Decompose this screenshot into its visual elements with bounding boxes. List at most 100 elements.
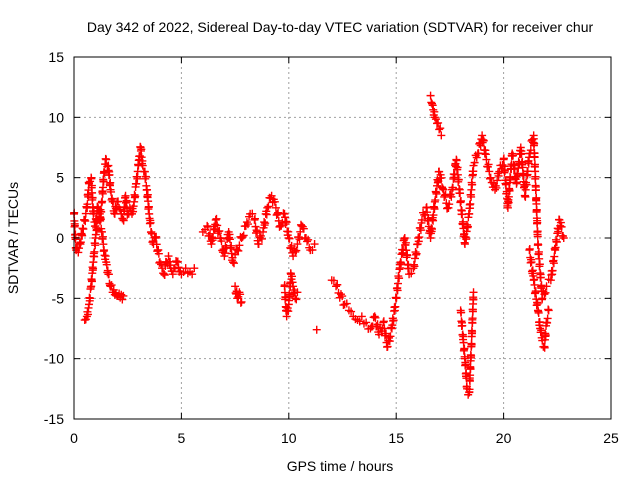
data-point-interp [281,213,290,222]
data-point [181,264,190,273]
data-point-interp [465,385,474,394]
data-point-interp [104,270,113,279]
data-point [559,234,568,242]
data-point [332,282,341,291]
data-point-interp [395,274,404,283]
data-point-interp [292,295,301,304]
data-point-interp [533,232,542,241]
data-point-interp [522,180,531,189]
data-point [207,240,216,249]
data-point [263,203,272,212]
data-point-interp [401,238,410,247]
data-point-interp [470,158,479,167]
data-point-interp [262,210,271,219]
y-tick-label: 10 [48,109,64,125]
data-point [119,291,128,300]
data-point-interp [397,259,406,268]
data-point [435,125,444,134]
data-point-interp [236,290,245,299]
data-point-interp [517,149,526,158]
data-point [211,215,220,224]
data-point-interp [531,185,540,194]
data-point-interp [467,340,476,349]
data-point-interp [430,205,439,214]
data-point-interp [75,244,84,253]
data-point-interp [493,176,502,185]
data-point-interp [156,260,165,269]
data-point-interp [257,234,266,243]
axis-ticks: 0 5 10 15 20 25 -15 -10 -5 0 5 10 15 [44,49,619,446]
data-point-interp [261,219,270,228]
data-point-interp [504,192,513,201]
data-point [469,288,478,297]
data-point-interp [475,139,484,148]
data-point-interp [292,246,301,255]
data-point-interp [380,324,389,333]
data-point-interp [525,244,534,253]
data-point-interp [106,178,115,187]
data-point-interp [534,308,543,317]
data-point-interp [173,257,182,266]
data-point-interp [381,329,390,338]
data-point-interp [304,235,313,244]
data-point [312,325,321,334]
data-point-interp [445,200,454,209]
data-point-interp [99,240,108,249]
data-point-interp [329,276,338,285]
data-point-interp [333,280,342,289]
data-point-interp [434,118,443,127]
data-point-interp [235,241,244,250]
data-point-interp [122,196,131,205]
data-point [310,240,319,249]
data-point-interp [239,231,248,240]
data-point [237,297,246,306]
data-point-interp [103,162,112,171]
data-point [289,252,298,261]
data-point-interp [492,183,501,192]
data-point-interp [549,259,558,268]
data-point [482,155,491,164]
data-point-interp [428,224,436,233]
data-point-interp [468,307,477,316]
data-point-interp [347,307,356,316]
data-point-interp [452,156,461,165]
data-point-interp [81,217,90,226]
data-point-interp [431,196,440,205]
data-point-interp [213,221,222,230]
data-point [538,294,547,303]
x-axis-label: GPS time / hours [287,458,394,474]
data-point [357,312,366,321]
data-point-interp [438,184,447,193]
data-point [233,246,242,255]
data-point [74,248,83,257]
data-point-interp [308,245,317,254]
data-point-interp [462,235,471,244]
data-point-interp [412,249,421,258]
data-point-interp [494,171,503,180]
data-point-interp [467,192,476,201]
data-point-interp [537,326,546,335]
data-point-interp [459,338,468,347]
x-tick-label: 15 [388,430,404,446]
data-point [370,312,379,321]
data-point-interp [379,317,388,326]
data-point-interp [557,222,566,231]
data-point-interp [485,174,494,183]
data-point-interp [227,249,236,258]
data-point-interp [467,352,476,361]
data-point-interp [78,231,87,240]
data-point-interp [336,290,345,299]
data-point-interp [463,222,472,231]
data-point-interp [444,203,453,212]
data-point-interp [530,153,539,162]
y-tick-label: 0 [56,230,64,246]
data-point-interp [280,281,289,290]
data-point-interp [295,235,304,244]
data-point-interp [552,238,561,247]
data-point-interp [385,337,394,346]
data-point-interp [274,216,283,225]
data-point [102,155,111,164]
data-point-interp [137,145,146,154]
data-point-interp [209,234,218,243]
